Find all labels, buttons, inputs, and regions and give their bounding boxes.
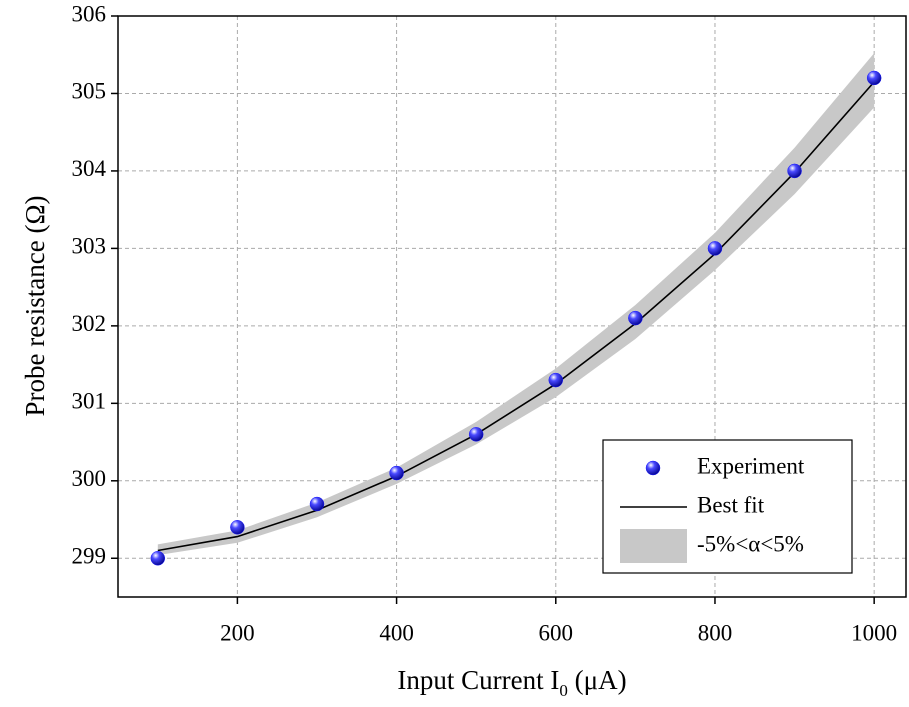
x-tick-label: 400: [379, 620, 414, 645]
data-point: [468, 427, 484, 442]
y-tick-label: 301: [72, 389, 107, 414]
x-tick-label: 800: [698, 620, 733, 645]
y-tick-label: 303: [72, 234, 107, 259]
data-point: [309, 496, 325, 512]
y-tick-label: 302: [72, 311, 107, 336]
y-tick-label: 306: [72, 1, 107, 26]
plot-frame: [117, 15, 907, 598]
legend-label: Best fit: [697, 492, 765, 517]
data-point: [787, 163, 802, 179]
x-tick-label: 1000: [851, 620, 897, 645]
fit-line: [157, 81, 875, 552]
y-tick-label: 300: [72, 466, 107, 491]
x-label-unit: (μA): [568, 665, 627, 695]
legend-label: -5%<α<5%: [697, 531, 804, 556]
data-point: [230, 520, 245, 535]
legend-marker: [620, 529, 687, 563]
x-tick-label: 200: [220, 620, 255, 645]
data-point: [389, 465, 404, 481]
y-axis-label: Probe resistance (Ω): [20, 196, 50, 417]
data-point: [150, 551, 166, 566]
x-tick-label: 600: [539, 620, 574, 645]
data-point: [548, 372, 564, 388]
data-point: [707, 241, 723, 256]
y-tick-label: 304: [72, 156, 107, 181]
legend-label: Experiment: [697, 453, 805, 478]
y-tick-label: 299: [72, 544, 107, 569]
legend-marker: [645, 460, 661, 476]
x-label-sub: 0: [559, 681, 568, 700]
data-point: [628, 310, 643, 326]
y-tick-label: 305: [72, 79, 107, 104]
data-point: [866, 70, 882, 86]
x-axis-label: Input Current I0 (μA): [397, 665, 626, 700]
x-label-main: Input Current I: [397, 665, 559, 695]
